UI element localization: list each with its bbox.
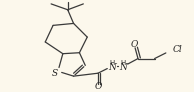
Text: N: N bbox=[108, 63, 116, 72]
Text: Cl: Cl bbox=[172, 45, 182, 54]
Text: N: N bbox=[120, 63, 127, 72]
Text: H: H bbox=[109, 60, 114, 66]
Text: S: S bbox=[52, 69, 58, 78]
Text: O: O bbox=[130, 40, 138, 49]
Text: O: O bbox=[94, 82, 102, 91]
Text: H: H bbox=[121, 60, 126, 66]
